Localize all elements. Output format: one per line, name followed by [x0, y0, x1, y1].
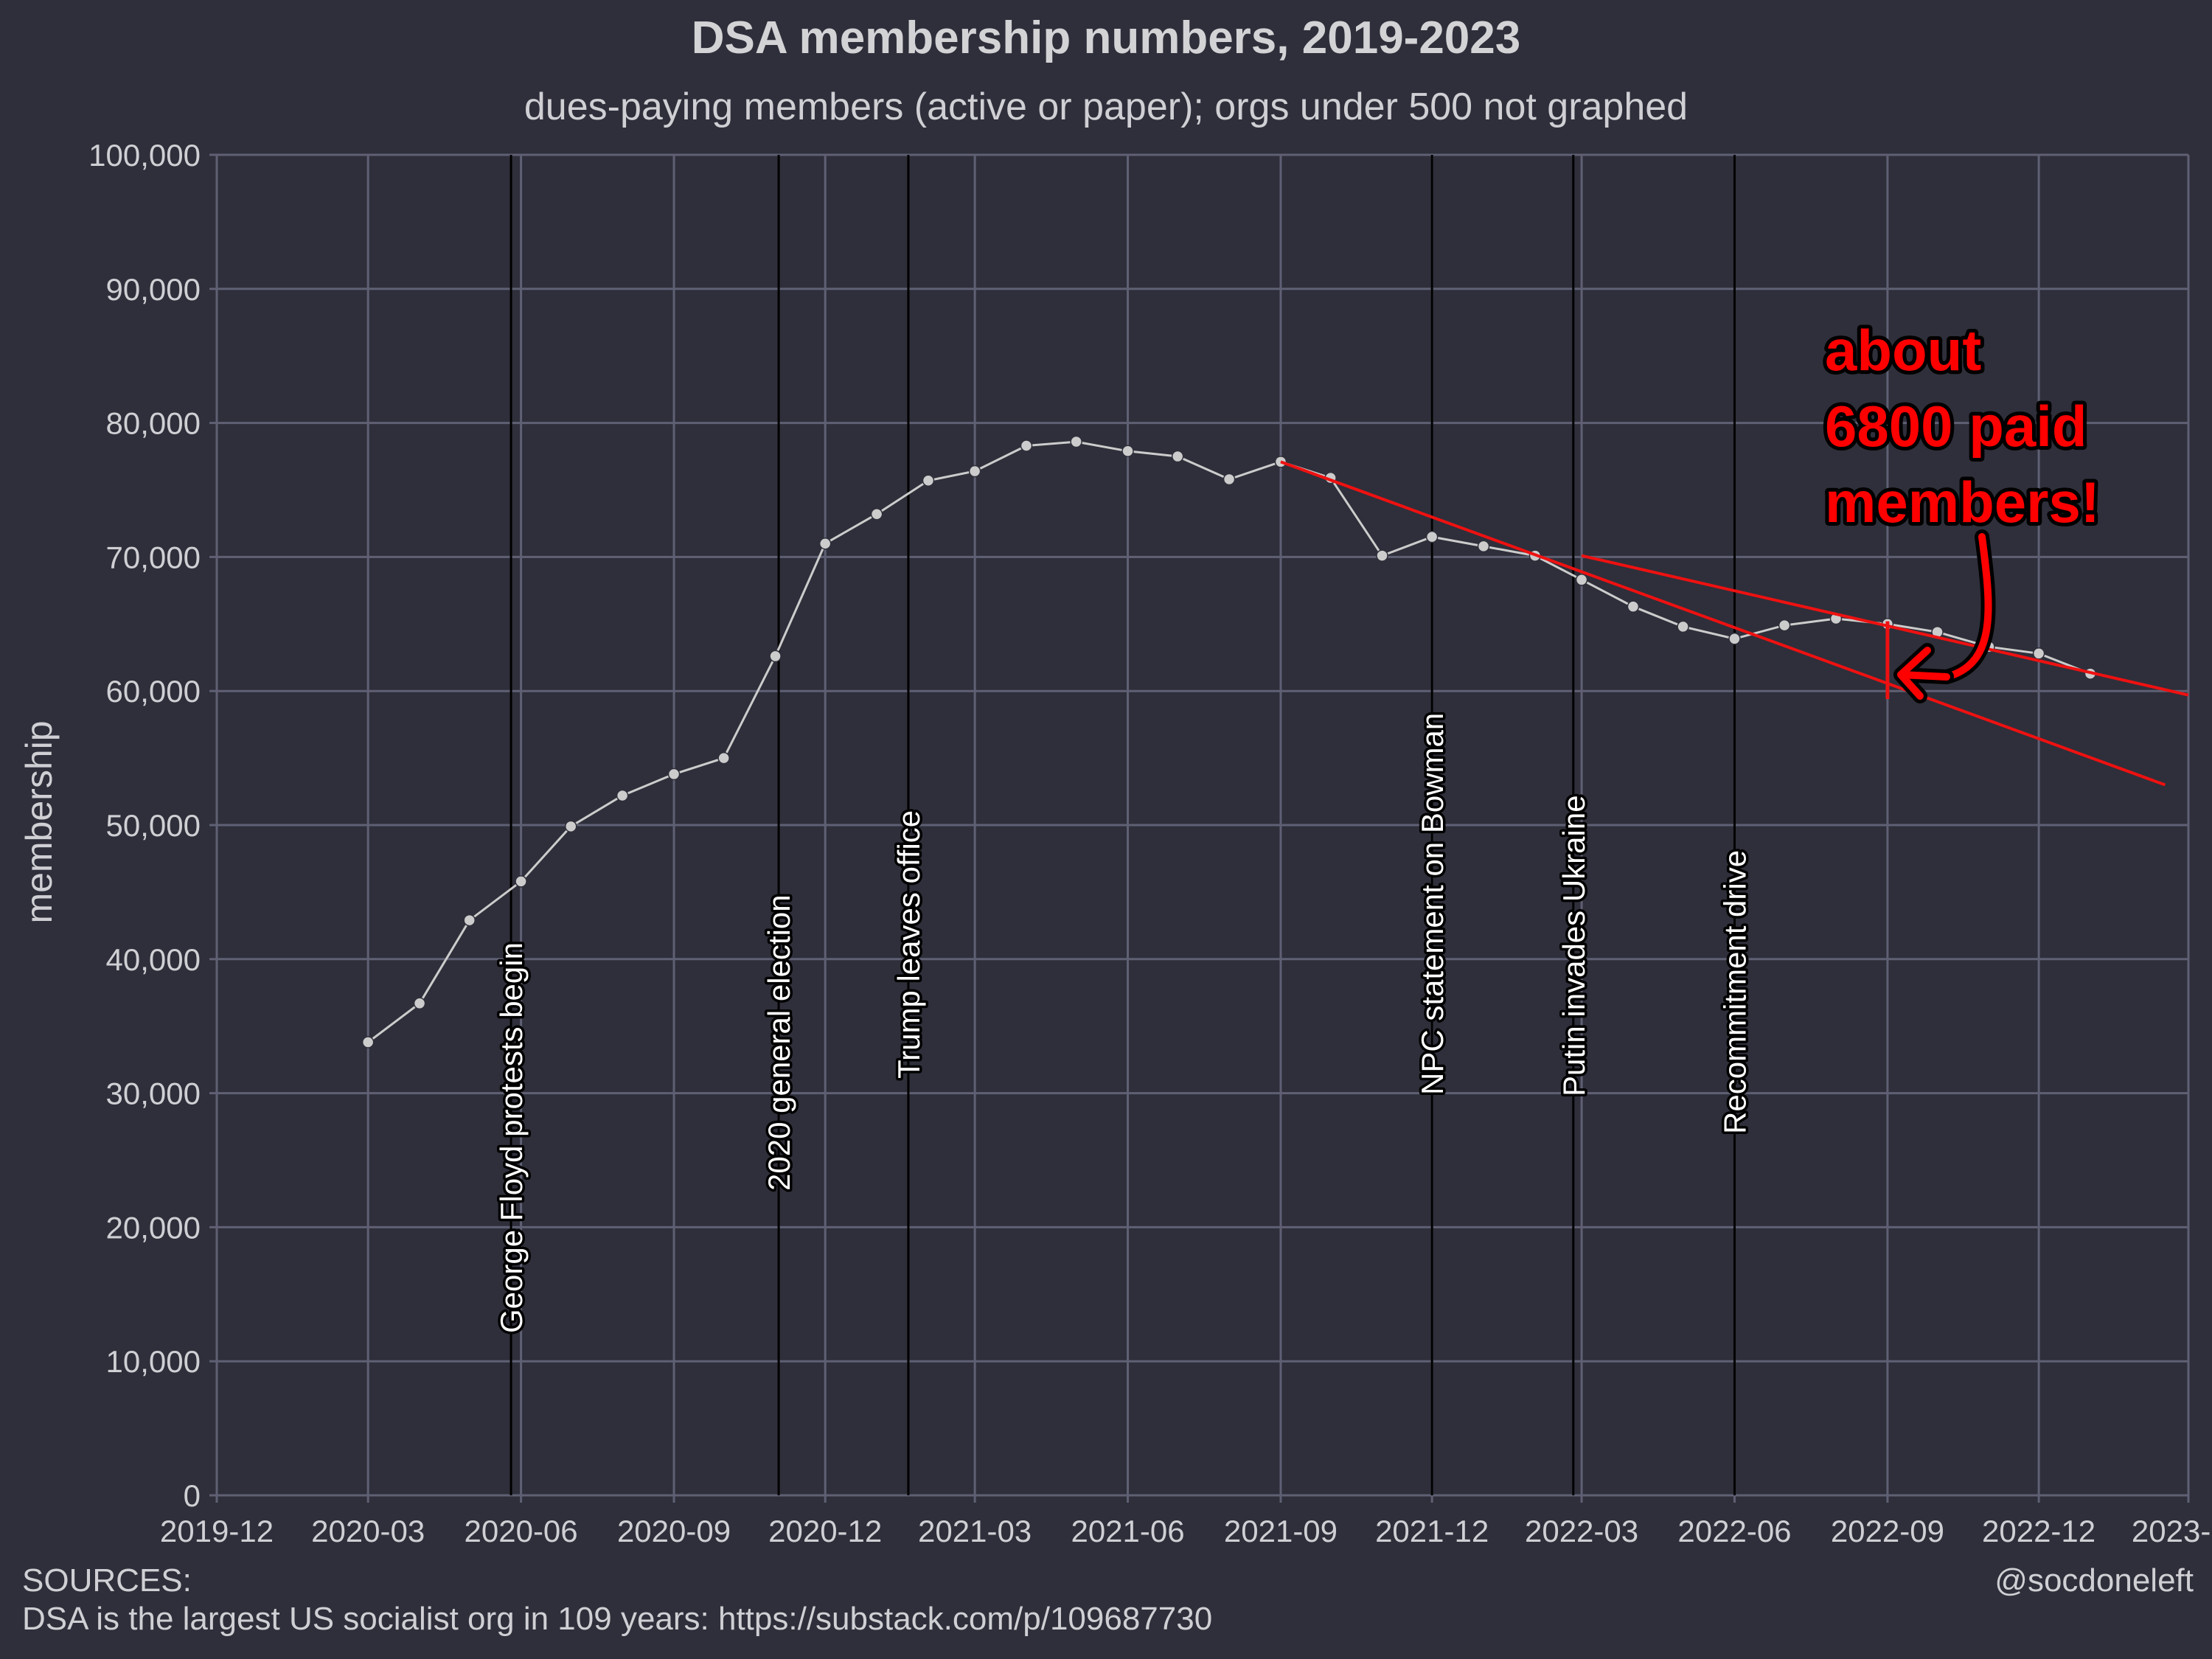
annotation-line-3: members!	[1825, 470, 2100, 535]
data-point	[413, 997, 426, 1010]
x-tick-label: 2022-03	[1525, 1514, 1638, 1548]
data-point	[1778, 619, 1791, 632]
chart-subtitle: dues-paying members (active or paper); o…	[524, 86, 1688, 128]
event-label: Recommitment drive	[1717, 850, 1752, 1134]
y-axis-title: membership	[18, 720, 60, 923]
data-point	[968, 465, 981, 478]
x-tick-label: 2020-09	[617, 1514, 731, 1548]
data-point	[616, 789, 629, 802]
y-tick-label: 20,000	[106, 1210, 201, 1245]
data-point	[1677, 620, 1689, 633]
trend-line	[1280, 460, 2166, 787]
data-point	[1425, 530, 1439, 543]
y-tick-label: 60,000	[106, 674, 201, 709]
footer-credit: @socdoneleft	[1994, 1562, 2194, 1599]
data-point	[515, 875, 527, 888]
trend-line	[1581, 554, 2189, 697]
x-tick-label: 2023-03	[2132, 1514, 2212, 1548]
event-label: 2020 general election	[762, 894, 796, 1191]
y-tick-label: 90,000	[106, 272, 201, 307]
data-point	[1627, 600, 1640, 613]
footer-sources-heading: SOURCES:	[22, 1562, 192, 1599]
x-tick-label: 2021-03	[918, 1514, 1032, 1548]
event-lines: George Floyd protests begin 2020 general …	[492, 155, 1755, 1495]
x-axis-ticks: 2019-12 2020-03 2020-06 2020-09 2020-12 2021-…	[160, 1514, 2212, 1548]
y-tick-label: 0	[184, 1478, 201, 1513]
data-point	[1070, 435, 1082, 448]
data-point	[1020, 439, 1033, 452]
y-tick-label: 100,000	[88, 138, 201, 173]
data-point	[1477, 540, 1490, 553]
x-tick-label: 2020-06	[465, 1514, 578, 1548]
trend-lines	[1280, 460, 2189, 787]
data-point	[1121, 445, 1134, 458]
data-point	[1575, 574, 1588, 586]
data-point	[1728, 633, 1741, 645]
footer-sources-text: DSA is the largest US socialist org in 1…	[22, 1601, 1212, 1637]
event-label: George Floyd protests begin	[494, 942, 529, 1333]
event-label: Putin invades Ukraine	[1557, 795, 1591, 1096]
x-tick-label: 2021-09	[1224, 1514, 1338, 1548]
data-point	[2032, 647, 2045, 660]
data-point	[361, 1036, 375, 1048]
y-tick-label: 40,000	[106, 942, 201, 977]
y-tick-label: 30,000	[106, 1077, 201, 1111]
annotation-arrowhead	[1897, 647, 1950, 700]
y-tick-label: 10,000	[106, 1344, 201, 1379]
data-point	[870, 507, 883, 521]
x-tick-label: 2021-12	[1375, 1514, 1489, 1548]
data-point	[667, 768, 681, 781]
chart-title: DSA membership numbers, 2019-2023	[692, 13, 1521, 63]
y-tick-label: 70,000	[106, 540, 201, 574]
data-point	[717, 751, 730, 765]
data-series	[361, 435, 2097, 1048]
annotation-line-1: about	[1825, 318, 1981, 383]
x-tick-label: 2022-06	[1677, 1514, 1791, 1548]
x-tick-label: 2021-06	[1071, 1514, 1184, 1548]
data-point	[1222, 473, 1236, 486]
data-point	[463, 914, 476, 927]
x-tick-label: 2022-12	[1982, 1514, 2096, 1548]
data-point	[769, 650, 782, 663]
data-point	[922, 474, 935, 487]
y-axis-ticks: 0 10,000 20,000 30,000 40,000 50,000 60,000 70,…	[88, 138, 201, 1513]
x-tick-label: 2019-12	[160, 1514, 274, 1548]
annotation-line-2: 6800 paid	[1825, 394, 2087, 459]
event-label: Trump leaves office	[891, 810, 926, 1079]
annotation: about 6800 paid members!	[1821, 314, 2104, 703]
x-tick-label: 2020-03	[311, 1514, 425, 1548]
data-point	[564, 820, 577, 833]
event-label: NPC statement on Bowman	[1415, 713, 1450, 1095]
y-tick-label: 50,000	[106, 808, 201, 843]
x-tick-label: 2022-09	[1831, 1514, 1944, 1548]
data-point	[1171, 450, 1184, 463]
annotation-arrow	[1943, 533, 1992, 681]
data-point	[818, 537, 832, 550]
data-point	[1376, 549, 1388, 562]
y-tick-label: 80,000	[106, 406, 201, 441]
x-tick-label: 2020-12	[768, 1514, 882, 1548]
